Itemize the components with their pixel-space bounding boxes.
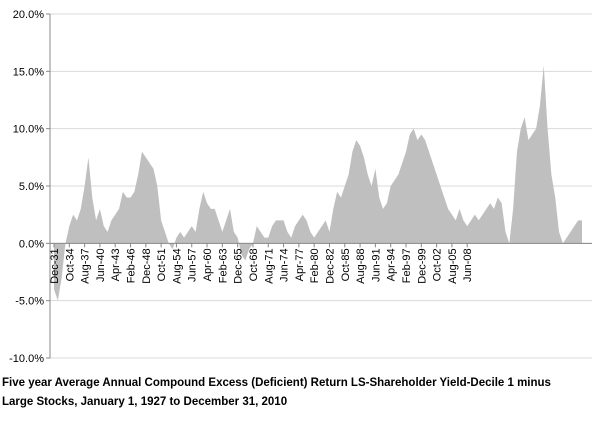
x-tick-label: Apr-60 [202,248,214,281]
x-tick-label: Dec-99 [416,248,428,283]
area [54,65,582,301]
x-tick-label: Aug-88 [355,248,367,283]
x-tick-label: Oct-34 [64,248,76,281]
x-tick-label: Oct-68 [248,248,260,281]
y-tick-label: -10.0% [9,353,44,365]
x-tick-label: Aug-71 [263,248,275,283]
x-tick-label: Apr-94 [386,248,398,281]
x-tick-label: Jun-57 [187,248,199,282]
y-tick-label: 10.0% [13,124,44,136]
x-tick-label: Dec-48 [141,248,153,283]
x-tick-label: Dec-31 [49,248,61,283]
x-tick-label: Apr-77 [294,248,306,281]
y-tick-label: 0.0% [19,238,44,250]
y-tick-label: 20.0% [13,9,44,21]
x-tick-label: Jun-08 [462,248,474,282]
x-tick-label: Aug-05 [447,248,459,283]
caption-line: Five year Average Annual Compound Excess… [2,377,551,389]
x-tick-label: Dec-82 [324,248,336,283]
y-tick-label: 5.0% [19,181,44,193]
x-tick-label: Feb-97 [401,248,413,283]
x-tick-label: Aug-37 [80,248,92,283]
x-tick-label: Jun-74 [279,248,291,282]
x-tick-label: Apr-43 [110,248,122,281]
x-tick-label: Oct-85 [340,248,352,281]
x-tick-label: Oct-51 [156,248,168,281]
x-tick-label: Feb-63 [217,248,229,283]
x-tick-label: Oct-02 [432,248,444,281]
x-tick-label: Dec-65 [233,248,245,283]
caption-line: Large Stocks, January 1, 1927 to Decembe… [2,396,287,408]
y-tick-label: -5.0% [15,296,44,308]
x-tick-label: Jun-40 [95,248,107,282]
x-tick-label: Aug-54 [171,248,183,283]
y-tick-label: 15.0% [13,66,44,78]
x-tick-label: Feb-46 [126,248,138,283]
x-tick-label: Feb-80 [309,248,321,283]
x-tick-label: Jun-91 [370,248,382,282]
